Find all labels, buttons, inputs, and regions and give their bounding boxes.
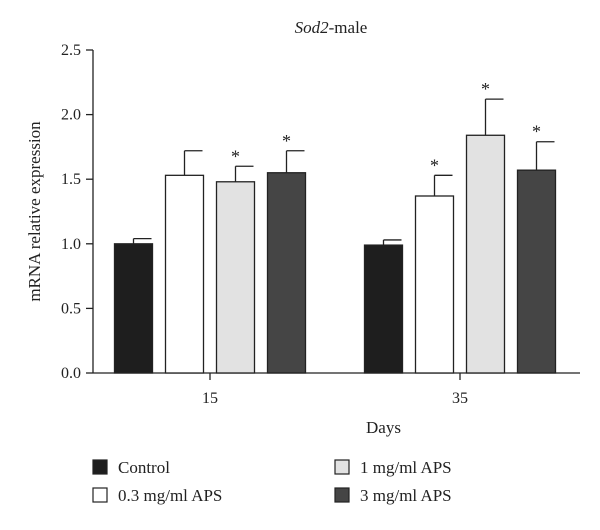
y-tick-label: 2.0 [61,107,81,124]
bar [215,181,256,374]
legend-label: 0.3 mg/ml APS [118,486,222,505]
y-axis-label: mRNA relative expression [25,121,44,302]
significance-star: * [231,146,240,166]
legend-swatch [92,487,108,503]
x-tick-label: 15 [202,390,218,407]
bars: * * * * * [113,79,557,374]
significance-star: * [532,122,541,142]
y-tick-label: 2.5 [61,42,81,59]
bar [164,174,205,374]
legend: Control 0.3 mg/ml APS 1 mg/ml APS 3 mg/ml A… [92,458,452,505]
bar [113,243,154,374]
bar [266,172,307,374]
x-axis: 15 35 Days [93,372,580,437]
bar [465,134,506,374]
significance-star: * [430,155,439,175]
legend-swatch [92,459,108,475]
legend-swatch [334,459,350,475]
significance-star: * [481,79,490,99]
legend-swatch [334,487,350,503]
bar [414,195,455,374]
x-tick-label: 35 [452,390,468,407]
y-axis: 0.0 0.5 1.0 1.5 2.0 2.5 mRNA relative expressi… [25,42,94,382]
y-tick-label: 1.5 [61,171,81,188]
legend-label: 3 mg/ml APS [360,486,452,505]
y-tick-label: 1.0 [61,236,81,253]
y-tick-label: 0.5 [61,300,81,317]
chart-title-text: Sod2-male [295,18,368,37]
significance-star: * [282,131,291,151]
legend-label: 1 mg/ml APS [360,458,452,477]
chart-title: Sod2-male [295,18,368,37]
legend-label: Control [118,458,170,477]
y-tick-label: 0.0 [61,365,81,382]
bar [363,244,404,374]
x-axis-label: Days [366,418,401,437]
bar [516,169,557,374]
